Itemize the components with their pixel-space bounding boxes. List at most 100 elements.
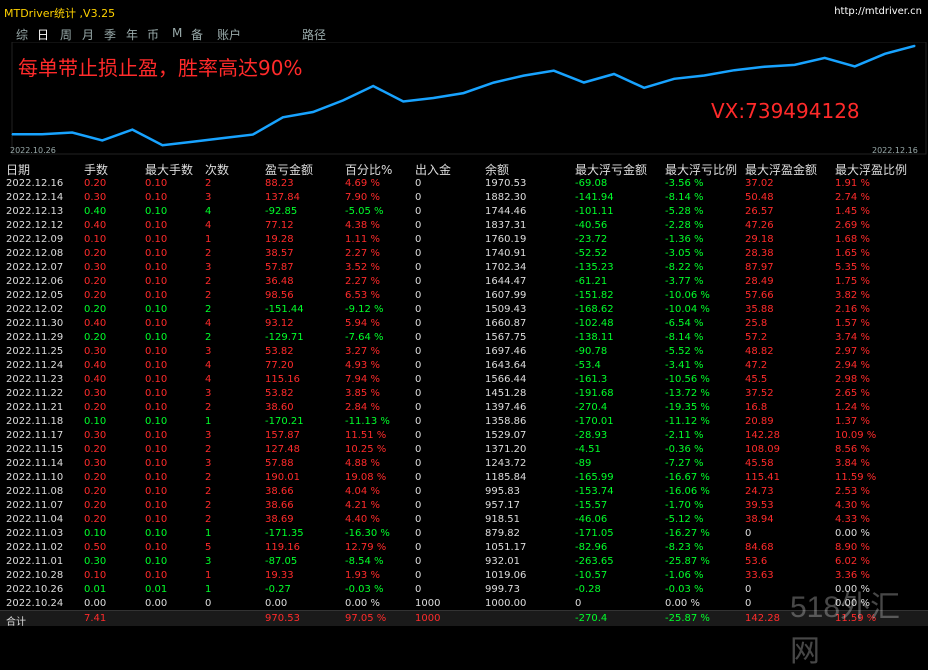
table-row[interactable]: 2022.11.25 0.30 0.10 3 53.82 3.27 % 0 1697.46 -9…	[0, 344, 928, 359]
table-row[interactable]: 2022.11.14 0.30 0.10 3 57.88 4.88 % 0 1243.72 -8…	[0, 456, 928, 471]
cell-6: 0	[415, 318, 422, 329]
footer-cell-4: 970.53	[265, 613, 300, 624]
tab-0[interactable]: 综	[16, 28, 29, 42]
table-row[interactable]: 2022.11.03 0.10 0.10 1 -171.35 -16.30 % 0 879.8…	[0, 526, 928, 541]
table-row[interactable]: 2022.11.15 0.20 0.10 2 127.48 10.25 % 0 1371.20…	[0, 442, 928, 457]
table-row[interactable]: 2022.12.08 0.20 0.10 2 38.57 2.27 % 0 1740.91 -5…	[0, 246, 928, 261]
table-row[interactable]: 2022.11.04 0.20 0.10 2 38.69 4.40 % 0 918.51 -46…	[0, 512, 928, 527]
cell-9: -6.54 %	[665, 318, 704, 329]
cell-6: 0	[415, 542, 422, 553]
header-cell-10[interactable]: 最大浮盈金额	[745, 163, 818, 177]
cell-3: 1	[205, 584, 212, 595]
header-cell-2[interactable]: 最大手数	[145, 163, 194, 177]
tab-1[interactable]: 日	[37, 28, 50, 42]
cell-2: 0.10	[145, 486, 168, 497]
table-row[interactable]: 2022.10.24 0.00 0.00 0 0.00 0.00 % 1000 1000.00…	[0, 596, 928, 611]
table-row[interactable]: 2022.12.07 0.30 0.10 3 57.87 3.52 % 0 1702.34 -1…	[0, 260, 928, 275]
balance-point-24	[733, 69, 736, 71]
table-row[interactable]: 2022.11.02 0.50 0.10 5 119.16 12.79 % 0 1051.17…	[0, 540, 928, 555]
table-row[interactable]: 2022.11.18 0.10 0.10 1 -170.21 -11.13 % 0 1358.…	[0, 414, 928, 429]
cell-5: -0.03 %	[345, 584, 384, 595]
cell-0: 2022.11.25	[6, 346, 64, 357]
cell-6: 0	[415, 304, 422, 315]
table-row[interactable]: 2022.11.23 0.40 0.10 4 115.16 7.94 % 0 1566.44 -…	[0, 372, 928, 387]
tab-8[interactable]: 备	[191, 28, 204, 42]
balance-point-23	[703, 74, 705, 77]
cell-1: 0.30	[84, 458, 107, 469]
table-row[interactable]: 2022.10.28 0.10 0.10 1 19.33 1.93 % 0 1019.06 -1…	[0, 568, 928, 583]
table-row[interactable]: 2022.11.24 0.40 0.10 4 77.20 4.93 % 0 1643.64 -5…	[0, 358, 928, 373]
table-row[interactable]: 2022.11.07 0.20 0.10 2 38.66 4.21 % 0 957.17 -15…	[0, 498, 928, 513]
table-row[interactable]: 2022.11.21 0.20 0.10 2 38.60 2.84 % 0 1397.46 -2…	[0, 400, 928, 415]
cell-0: 2022.11.15	[6, 444, 64, 455]
cell-9: -8.22 %	[665, 262, 704, 273]
balance-point-0	[11, 133, 13, 135]
table-row[interactable]: 2022.12.05 0.20 0.10 2 98.56 6.53 % 0 1607.99 -1…	[0, 288, 928, 303]
header-cell-5[interactable]: 百分比%	[345, 163, 393, 177]
cell-3: 2	[205, 276, 212, 287]
header-cell-9[interactable]: 最大浮亏比例	[665, 163, 738, 177]
cell-3: 4	[205, 318, 212, 329]
cell-1: 0.40	[84, 360, 107, 371]
table-row[interactable]: 2022.11.17 0.30 0.10 3 157.87 11.51 % 0 1529.07…	[0, 428, 928, 443]
balance-point-2	[71, 131, 73, 134]
cell-10: 28.49	[745, 276, 774, 287]
table-row[interactable]: 2022.12.13 0.40 0.10 4 -92.85 -5.05 % 0 1744.46…	[0, 204, 928, 219]
table-row[interactable]: 2022.12.09 0.10 0.10 1 19.28 1.11 % 0 1760.19 -2…	[0, 232, 928, 247]
header-cell-6[interactable]: 出入金	[415, 163, 452, 177]
cell-4: 119.16	[265, 542, 300, 553]
tab-10[interactable]: 路径	[302, 28, 327, 42]
table-row[interactable]: 2022.11.29 0.20 0.10 2 -129.71 -7.64 % 0 1567.7…	[0, 330, 928, 345]
cell-3: 3	[205, 430, 212, 441]
cell-8: -15.57	[575, 500, 608, 511]
table-row[interactable]: 2022.10.26 0.01 0.01 1 -0.27 -0.03 % 0 999.73 -0…	[0, 582, 928, 597]
cell-7: 932.01	[485, 556, 520, 567]
cell-11: 1.68 %	[835, 234, 870, 245]
cell-8: -89	[575, 458, 592, 469]
table-row[interactable]: 2022.12.12 0.40 0.10 4 77.12 4.38 % 0 1837.31 -4…	[0, 218, 928, 233]
cell-0: 2022.12.08	[6, 248, 64, 259]
cell-5: 3.52 %	[345, 262, 380, 273]
tab-4[interactable]: 季	[104, 28, 117, 42]
cell-3: 3	[205, 262, 212, 273]
tab-2[interactable]: 周	[60, 28, 73, 42]
tab-7[interactable]: M	[172, 26, 183, 40]
header-cell-3[interactable]: 次数	[205, 163, 230, 177]
cell-3: 1	[205, 570, 212, 581]
header-cell-4[interactable]: 盈亏金额	[265, 163, 314, 177]
tab-3[interactable]: 月	[82, 28, 95, 42]
header-cell-0[interactable]: 日期	[6, 163, 31, 177]
table-row[interactable]: 2022.11.01 0.30 0.10 3 -87.05 -8.54 % 0 932.01 -…	[0, 554, 928, 569]
cell-3: 1	[205, 234, 212, 245]
header-cell-8[interactable]: 最大浮亏金额	[575, 163, 648, 177]
table-row[interactable]: 2022.12.16 0.20 0.10 2 88.23 4.69 % 0 1970.53 -6…	[0, 176, 928, 191]
cell-4: 88.23	[265, 178, 294, 189]
cell-11: 2.69 %	[835, 220, 870, 231]
table-row[interactable]: 2022.12.14 0.30 0.10 3 137.84 7.90 % 0 1882.30 -…	[0, 190, 928, 205]
header-cell-11[interactable]: 最大浮盈比例	[835, 163, 908, 177]
cell-0: 2022.10.28	[6, 570, 64, 581]
cell-5: 4.40 %	[345, 514, 380, 525]
header-cell-7[interactable]: 余额	[485, 163, 510, 177]
cell-8: -90.78	[575, 346, 608, 357]
tab-5[interactable]: 年	[126, 28, 139, 42]
cell-3: 3	[205, 388, 212, 399]
cell-1: 0.20	[84, 486, 107, 497]
cell-3: 2	[205, 178, 212, 189]
header-cell-1[interactable]: 手数	[84, 163, 109, 177]
balance-point-22	[673, 78, 675, 80]
tab-9[interactable]: 账户	[217, 28, 242, 42]
table-row[interactable]: 2022.12.06 0.20 0.10 2 36.48 2.27 % 0 1644.47 -6…	[0, 274, 928, 289]
cell-3: 3	[205, 192, 212, 203]
table-row[interactable]: 2022.11.10 0.20 0.10 2 190.01 19.08 % 0 1185.84…	[0, 470, 928, 485]
cell-11: 1.65 %	[835, 248, 870, 259]
site-url[interactable]: http://mtdriver.cn	[834, 6, 922, 17]
cell-6: 0	[415, 458, 422, 469]
table-row[interactable]: 2022.11.30 0.40 0.10 4 93.12 5.94 % 0 1660.87 -1…	[0, 316, 928, 331]
table-row[interactable]: 2022.12.02 0.20 0.10 2 -151.44 -9.12 % 0 1509.4…	[0, 302, 928, 317]
table-row[interactable]: 2022.11.08 0.20 0.10 2 38.66 4.04 % 0 995.83 -15…	[0, 484, 928, 499]
cell-4: 157.87	[265, 430, 300, 441]
table-row[interactable]: 2022.11.22 0.30 0.10 3 53.82 3.85 % 0 1451.28 -1…	[0, 386, 928, 401]
equity-line-chart	[11, 41, 927, 155]
tab-6[interactable]: 币	[147, 28, 160, 42]
